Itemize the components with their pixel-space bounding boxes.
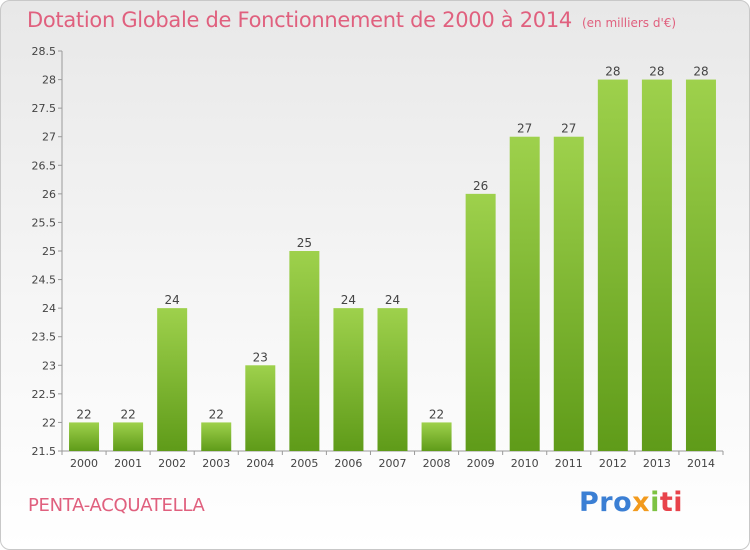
town-name: PENTA-ACQUATELLA [28,495,205,516]
chart-unit: (en milliers d'€) [581,16,677,30]
logo-part-3: i [650,487,660,518]
x-tick-label: 2011 [555,457,583,470]
bar-2006 [333,308,364,451]
data-labels: 22 22 24 22 23 25 24 24 22 26 27 27 28 28 28 [76,65,708,422]
x-tick-label: 2001 [114,457,142,470]
bar-2005 [289,251,320,451]
y-tick-label: 28.5 [32,45,57,58]
bar-2013 [641,79,672,452]
y-tick-label: 25.5 [32,216,57,229]
x-tick-label: 2005 [290,457,318,470]
x-tick-label: 2004 [246,457,274,470]
axes: 21.5 22 22.5 23 23.5 24 24.5 25 25.5 26 26.5 27 27.5… [32,45,724,470]
data-label: 28 [649,65,664,79]
x-tick-label: 2003 [202,457,230,470]
x-tick-label: 2009 [467,457,495,470]
bar-2010 [509,136,540,451]
y-tick-label: 27.5 [32,102,57,115]
x-tick-label: 2010 [511,457,539,470]
data-label: 23 [253,350,268,364]
data-label: 25 [297,236,312,250]
data-label: 22 [209,407,224,421]
x-tick-label: 2012 [599,457,627,470]
y-tick-label: 23.5 [32,331,57,344]
bar-2007 [377,308,408,451]
y-tick-label: 24 [42,302,56,315]
x-tick-label: 2008 [423,457,451,470]
chart-title-text: Dotation Globale de Fonctionnement de 20… [27,8,572,32]
data-label: 24 [165,293,180,307]
logo-part-2: x [632,487,651,518]
data-label: 22 [120,407,135,421]
bars [69,79,716,452]
bar-2008 [421,422,452,451]
bar-2004 [245,365,276,451]
y-tick-label: 26 [42,188,56,201]
bar-2012 [597,79,628,452]
x-tick-label: 2007 [379,457,407,470]
data-label: 24 [341,293,356,307]
y-tick-label: 24.5 [32,274,57,287]
data-label: 28 [605,65,620,79]
data-label: 22 [429,407,444,421]
data-label: 27 [517,122,532,136]
data-label: 26 [473,179,488,193]
y-tick-label: 22 [42,416,56,429]
y-tick-label: 26.5 [32,159,57,172]
x-tick-label: 2014 [687,457,715,470]
data-label: 22 [76,407,91,421]
bar-2001 [113,422,144,451]
x-tick-label: 2000 [70,457,98,470]
y-tick-label: 22.5 [32,388,57,401]
bar-2002 [157,308,188,451]
y-tick-label: 27 [42,131,56,144]
chart-title: Dotation Globale de Fonctionnement de 20… [27,8,676,32]
bar-2011 [553,136,584,451]
x-tick-label: 2006 [334,457,362,470]
bar-2014 [685,79,716,452]
data-label: 28 [693,65,708,79]
proxiti-logo: Proxiti [579,487,683,518]
bar-2009 [465,193,496,451]
logo-part-4: ti [659,487,684,518]
bar-2000 [69,422,100,451]
x-tick-label: 2013 [643,457,671,470]
y-tick-label: 23 [42,359,56,372]
data-label: 27 [561,122,576,136]
x-tick-label: 2002 [158,457,186,470]
data-label: 24 [385,293,400,307]
y-tick-label: 21.5 [32,445,57,458]
y-tick-label: 25 [42,245,56,258]
bar-2003 [201,422,232,451]
y-tick-label: 28 [42,74,56,87]
logo-part-1: Pro [579,487,633,518]
